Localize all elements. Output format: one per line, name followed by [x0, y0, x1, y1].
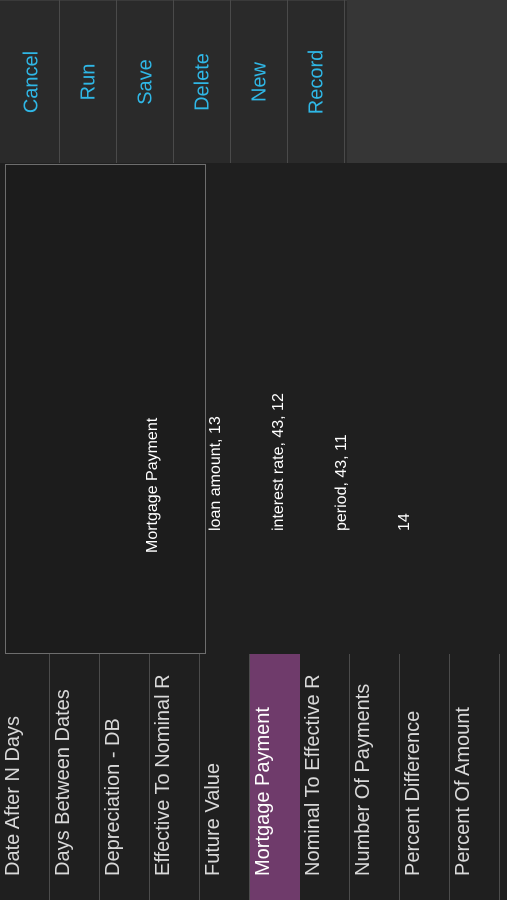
list-item-nominal-to-effective[interactable]: Nominal To Effective R	[300, 654, 350, 900]
list-item-effective-to-nominal[interactable]: Effective To Nominal R	[150, 654, 200, 900]
toolbar: Cancel Run Save Delete New Record	[0, 0, 507, 163]
list-item-percent-of-amount[interactable]: Percent Of Amount	[450, 654, 500, 900]
delete-button[interactable]: Delete	[175, 0, 231, 163]
list-item-days-between-dates[interactable]: Days Between Dates	[50, 654, 100, 900]
popup-line: period, 43, 11	[333, 434, 350, 531]
cancel-button-label: Cancel	[20, 50, 43, 114]
delete-button-label: Delete	[191, 53, 214, 111]
save-button[interactable]: Save	[118, 0, 174, 163]
list-item-label: Percent Of Amount	[452, 707, 474, 876]
list-item-label: Number Of Payments	[352, 683, 374, 876]
list-item-label: Nominal To Effective R	[302, 674, 324, 876]
function-details-text: Mortgage Payment loan amount, 13 interes…	[100, 393, 457, 553]
popup-line: 14	[396, 513, 413, 531]
popup-line: interest rate, 43, 12	[270, 393, 287, 531]
list-item-date-after-n-days[interactable]: Date After N Days	[0, 654, 50, 900]
list-item-percent-difference[interactable]: Percent Difference	[400, 654, 450, 900]
popup-line: loan amount, 13	[207, 416, 224, 531]
cancel-button[interactable]: Cancel	[4, 0, 60, 163]
list-item-label: Effective To Nominal R	[152, 674, 174, 876]
record-button[interactable]: Record	[289, 0, 345, 163]
function-details-popup	[5, 164, 206, 654]
list-item-label: Percent Difference	[402, 710, 424, 876]
list-item-label: Depreciation - DB	[102, 718, 124, 876]
function-list: Date After N Days Days Between Dates Dep…	[0, 654, 507, 900]
list-item-future-value[interactable]: Future Value	[200, 654, 250, 900]
popup-title: Mortgage Payment	[144, 417, 161, 553]
list-item-label: Date After N Days	[2, 715, 24, 876]
list-item-number-of-payments[interactable]: Number Of Payments	[350, 654, 400, 900]
list-item-label: Mortgage Payment	[252, 707, 274, 876]
toolbar-empty-area	[347, 0, 507, 163]
list-item-label: Days Between Dates	[52, 689, 74, 876]
list-item-depreciation-db[interactable]: Depreciation - DB	[100, 654, 150, 900]
run-button[interactable]: Run	[61, 0, 117, 163]
new-button-label: New	[248, 61, 271, 103]
record-button-label: Record	[305, 49, 328, 115]
save-button-label: Save	[134, 59, 157, 105]
list-item-label: Future Value	[202, 762, 224, 876]
run-button-label: Run	[77, 63, 100, 101]
list-item-mortgage-payment[interactable]: Mortgage Payment	[250, 654, 300, 900]
new-button[interactable]: New	[232, 0, 288, 163]
